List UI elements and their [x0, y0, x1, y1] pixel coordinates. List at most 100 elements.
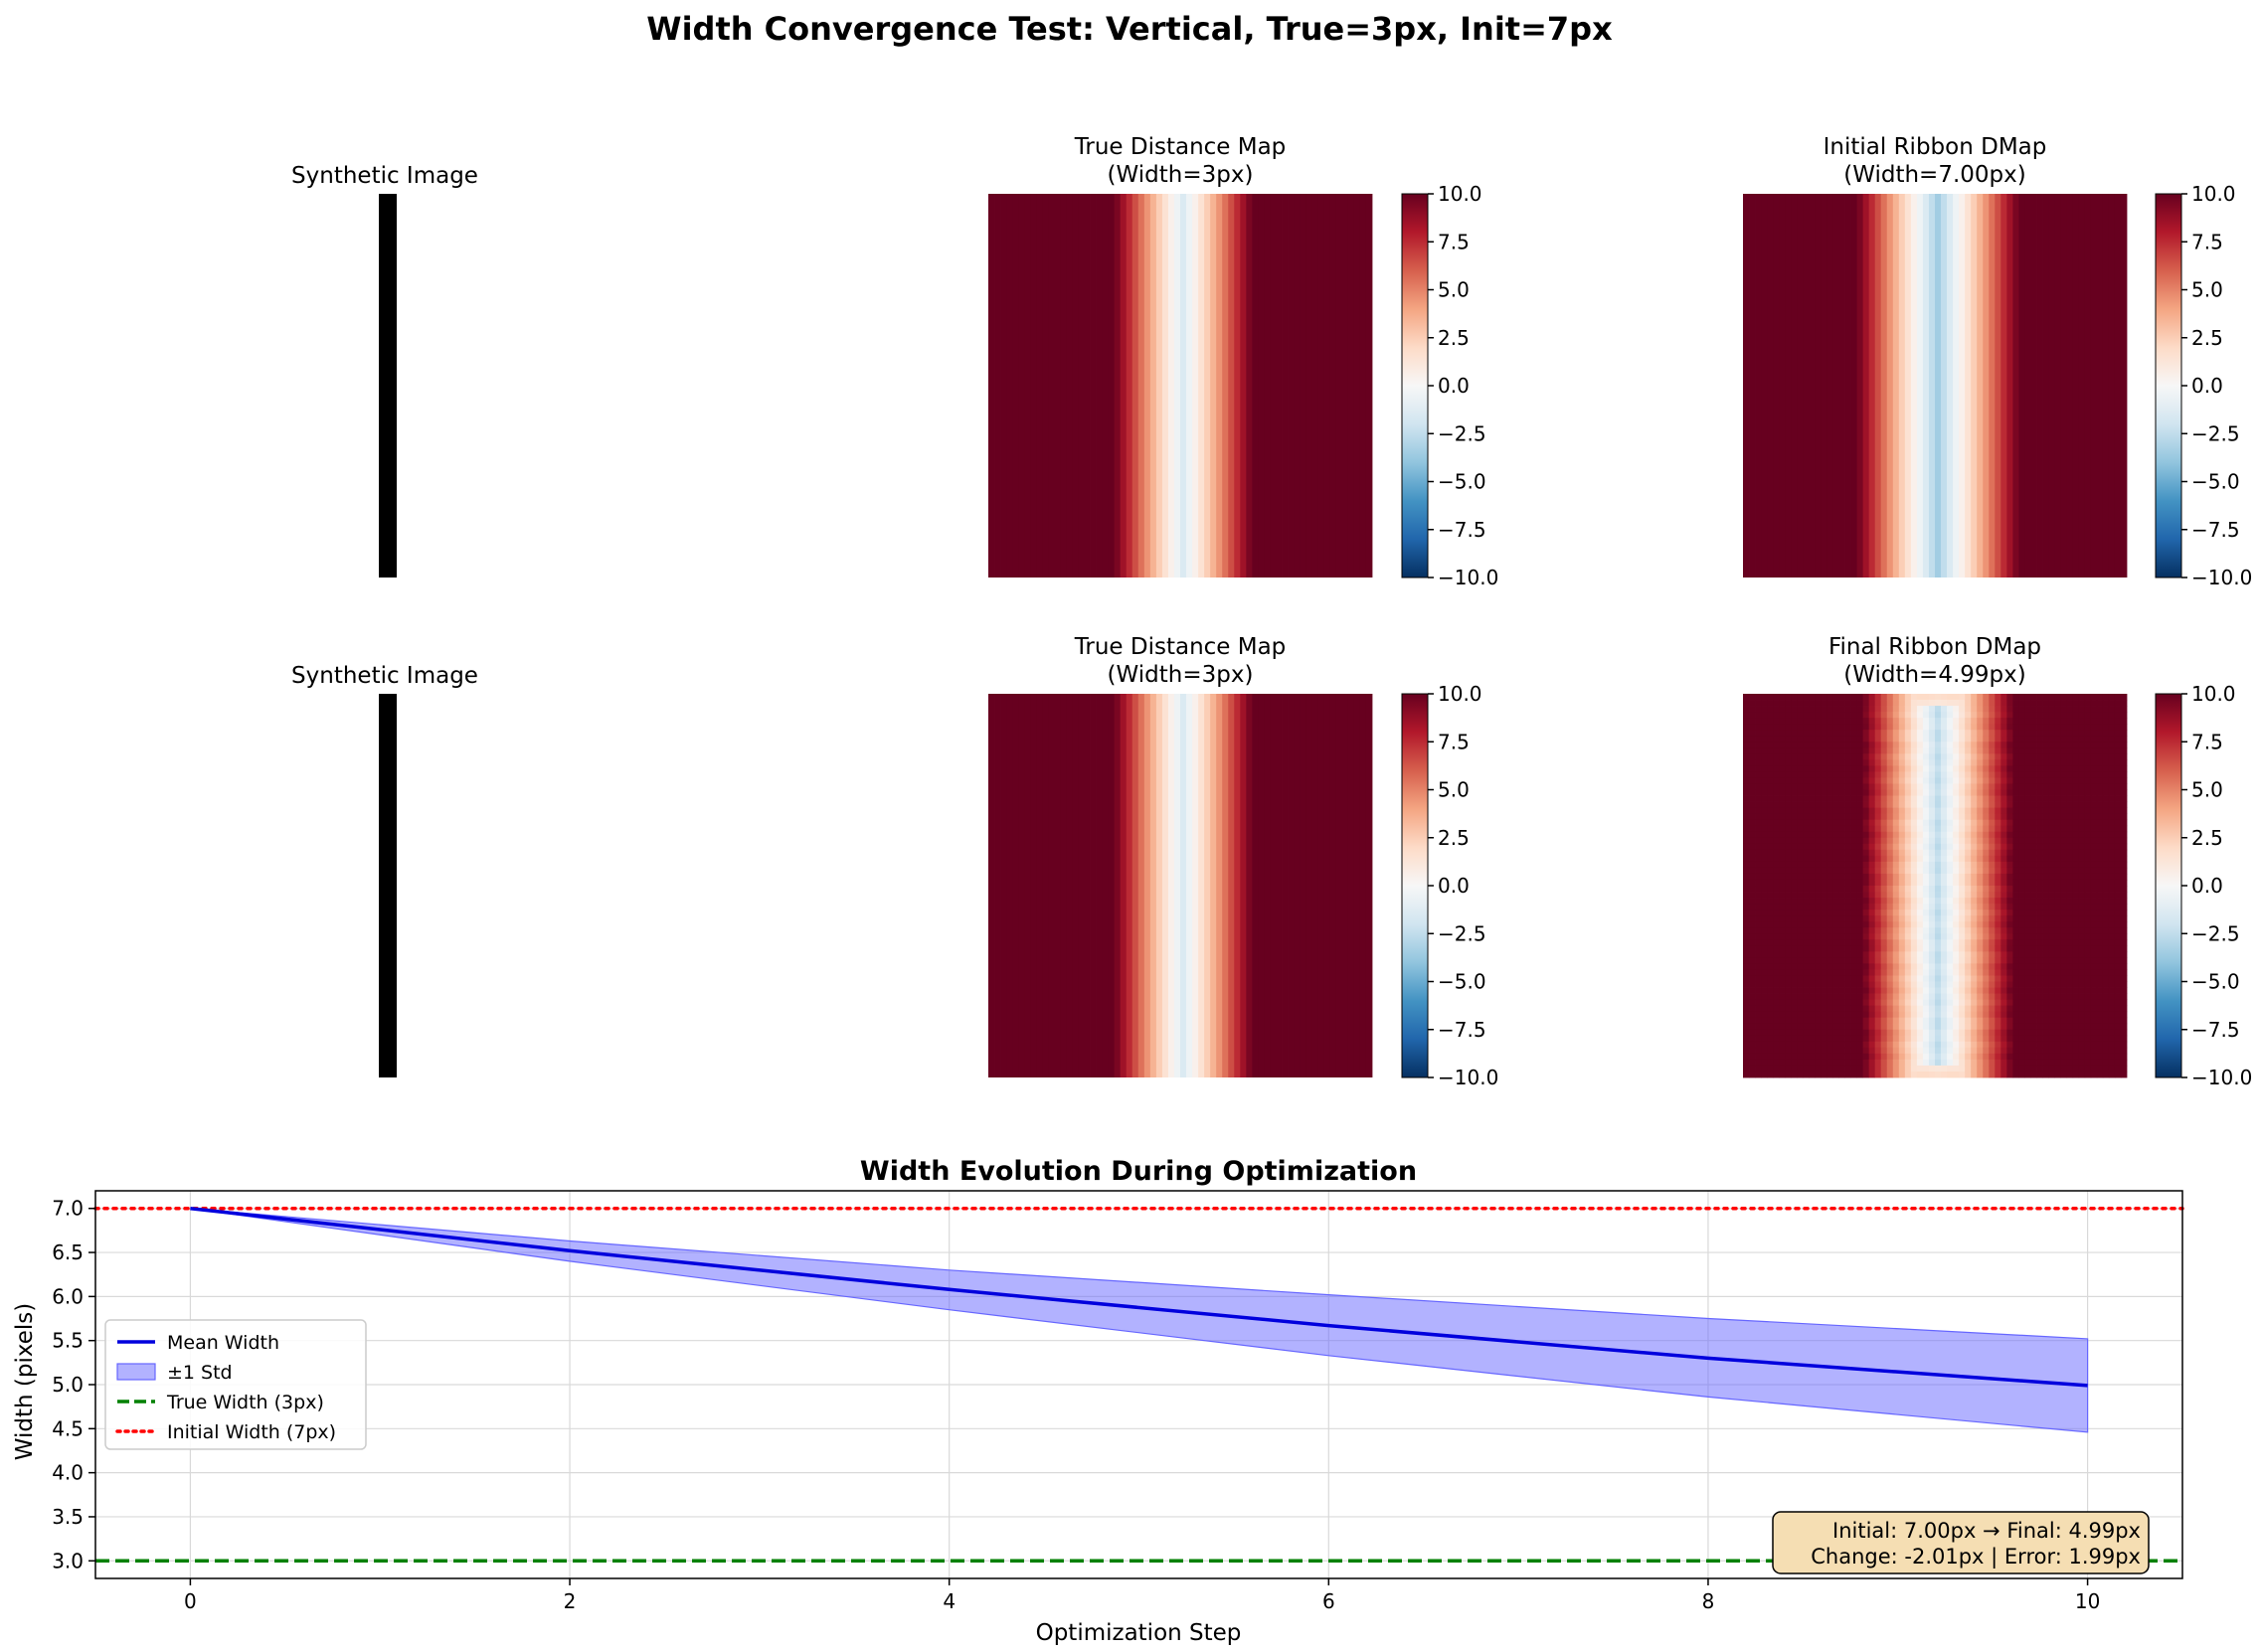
heatmap-cell — [1959, 867, 1966, 875]
heatmap-cell — [1821, 753, 1827, 760]
heatmap-cell — [1886, 753, 1894, 760]
heatmap-cell — [2054, 1053, 2062, 1061]
heatmap-cell — [1983, 718, 1990, 725]
heatmap-cell — [1862, 724, 1870, 731]
heatmap-cell — [1821, 789, 1827, 796]
heatmap-cell — [1977, 1047, 1984, 1055]
heatmap-cell — [1844, 706, 1851, 713]
heatmap-cell — [1785, 742, 1792, 748]
heatmap-cell — [2060, 886, 2068, 893]
heatmap-cell — [2018, 736, 2025, 743]
heatmap-cell — [1947, 963, 1954, 970]
heatmap-cell — [1276, 694, 1283, 1077]
heatmap-cell — [2072, 759, 2080, 766]
heatmap-cell — [2078, 1005, 2086, 1013]
heatmap-cell — [1838, 999, 1845, 1007]
heatmap-cell — [1922, 1017, 1930, 1025]
heatmap-cell — [1821, 1071, 1827, 1078]
heatmap-cell — [1941, 1053, 1948, 1061]
heatmap-cell — [1965, 999, 1972, 1007]
heatmap-cell — [2006, 712, 2013, 719]
heatmap-cell — [1874, 801, 1882, 808]
heatmap-cell — [1821, 933, 1827, 940]
heatmap-cell — [2072, 933, 2080, 940]
heatmap-cell — [2102, 1047, 2110, 1055]
heatmap-cell — [1886, 873, 1894, 881]
heatmap-cell — [2072, 765, 2080, 772]
heatmap-cell — [2012, 753, 2019, 760]
heatmap-cell — [1898, 801, 1906, 808]
heatmap-cell — [1785, 933, 1792, 940]
heatmap-cell — [1749, 1071, 1756, 1078]
heatmap-cell — [1892, 724, 1900, 731]
heatmap-cell — [2072, 999, 2080, 1007]
heatmap-cell — [1791, 1017, 1798, 1025]
heatmap-cell — [1874, 742, 1882, 748]
heatmap-cell — [1785, 1005, 1792, 1013]
heatmap-cell — [2072, 927, 2080, 934]
heatmap-cell — [2048, 873, 2056, 881]
heatmap-cell — [2030, 718, 2037, 725]
heatmap-cell — [1880, 706, 1888, 713]
heatmap-cell — [2048, 999, 2056, 1007]
heatmap-cell — [1862, 736, 1870, 743]
heatmap-cell — [1983, 712, 1990, 719]
heatmap-cell — [1953, 867, 1960, 875]
heatmap-cell — [1886, 795, 1894, 802]
heatmap-cell — [1785, 861, 1792, 869]
heatmap-cell — [2120, 771, 2128, 778]
heatmap-cell — [2084, 765, 2092, 772]
heatmap-cell — [1815, 819, 1822, 827]
heatmap-cell — [1916, 951, 1924, 958]
heatmap-cell — [1850, 921, 1857, 928]
heatmap-cell — [1856, 904, 1864, 910]
heatmap-cell — [1785, 898, 1792, 905]
heatmap-cell — [2084, 927, 2092, 934]
heatmap-cell — [1761, 825, 1768, 833]
heatmap-cell — [1928, 730, 1936, 737]
heatmap-cell — [1844, 898, 1851, 905]
heatmap-cell — [2072, 873, 2080, 881]
heatmap-cell — [1749, 999, 1756, 1007]
heatmap-cell — [1767, 855, 1774, 863]
heatmap-cell — [2036, 1041, 2043, 1049]
heatmap-cell — [2084, 789, 2092, 796]
heatmap-cell — [1809, 765, 1816, 772]
heatmap-cell — [1995, 909, 2001, 916]
heatmap-cell — [2108, 819, 2116, 827]
heatmap-cell — [1983, 898, 1990, 905]
heatmap-cell — [1749, 945, 1756, 952]
heatmap-cell — [1832, 194, 1839, 578]
heatmap-cell — [1773, 1017, 1780, 1025]
heatmap-cell — [2048, 1029, 2056, 1037]
heatmap-cell — [1941, 933, 1948, 940]
heatmap-cell — [2000, 825, 2007, 833]
heatmap-cell — [2066, 759, 2074, 766]
heatmap-cell — [1892, 981, 1900, 988]
heatmap-cell — [1947, 1005, 1954, 1013]
heatmap-cell — [2090, 789, 2098, 796]
heatmap-cell — [2114, 939, 2122, 946]
heatmap-cell — [1971, 849, 1978, 857]
heatmap-cell — [1761, 939, 1768, 946]
heatmap-cell — [2078, 194, 2086, 578]
heatmap-cell — [2060, 915, 2068, 922]
heatmap-cell — [1935, 1053, 1942, 1061]
heatmap-cell — [2114, 837, 2122, 845]
heatmap-cell — [2090, 951, 2098, 958]
heatmap-cell — [2012, 825, 2019, 833]
heatmap-cell — [1941, 1041, 1948, 1049]
heatmap-cell — [2114, 904, 2122, 910]
heatmap-cell — [1965, 927, 1972, 934]
heatmap-cell — [1832, 753, 1839, 760]
heatmap-cell — [1904, 712, 1912, 719]
heatmap-cell — [1886, 831, 1894, 839]
heatmap-cell — [1844, 987, 1851, 994]
heatmap-cell — [1761, 933, 1768, 940]
heatmap-cell — [1874, 771, 1882, 778]
heatmap-cell — [2114, 921, 2122, 928]
heatmap-cell — [2108, 700, 2116, 707]
heatmap-cell — [1983, 879, 1990, 887]
heatmap-cell — [2006, 765, 2013, 772]
heatmap-cell — [2066, 981, 2074, 988]
